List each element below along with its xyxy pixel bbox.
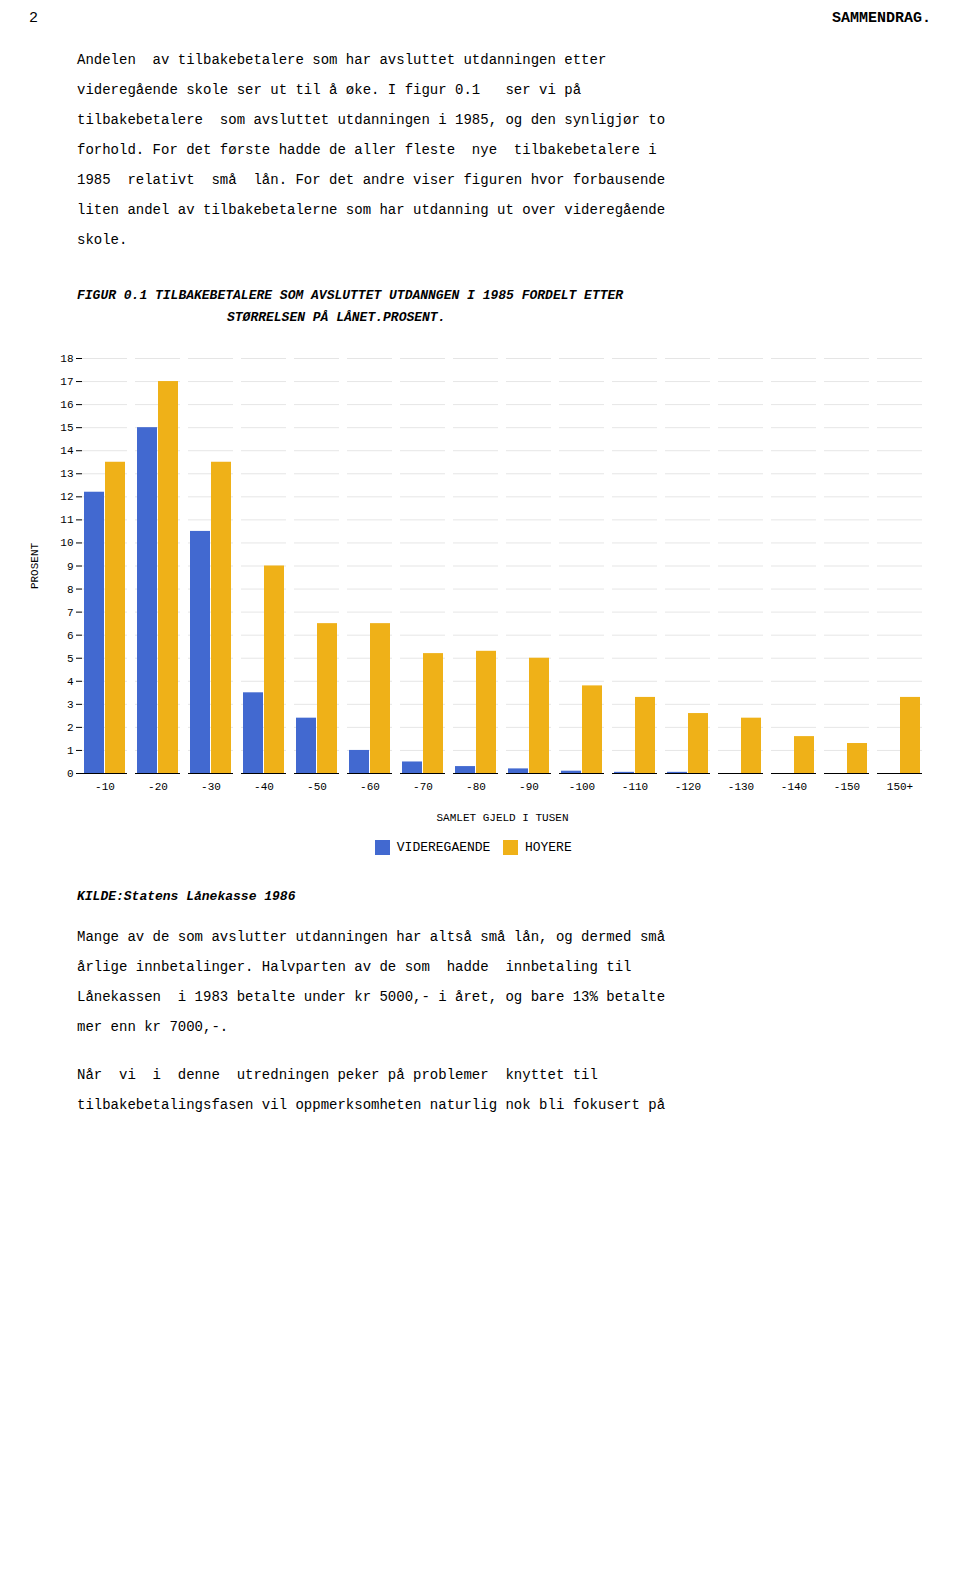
svg-text:16: 16 [60,399,73,411]
svg-text:-50: -50 [307,781,327,793]
svg-text:9: 9 [67,561,74,573]
html-text:1985 relativt små lån. For det: 1985 relativt små lån. For det andre vis… [77,172,666,188]
svg-text:-80: -80 [466,781,486,793]
html-text:liten andel av tilbakebetalern: liten andel av tilbakebetalerne som har … [77,202,666,218]
html-text:2: 2 [29,10,38,27]
svg-text:-20: -20 [148,781,168,793]
svg-text:-10: -10 [95,781,115,793]
html-text:mer enn kr 7000,-.: mer enn kr 7000,-. [77,1018,229,1035]
html-text:Mange av de som avslutter utda: Mange av de som avslutter utdanningen ha… [77,928,666,945]
svg-text:12: 12 [60,491,73,503]
svg-text:-30: -30 [201,781,221,793]
html-text:videregående skole ser ut til: videregående skole ser ut til å øke. I f… [77,82,582,98]
svg-text:1: 1 [67,745,74,757]
html-text:VIDEREGAENDE: VIDEREGAENDE [396,840,491,855]
svg-text:-60: -60 [360,781,380,793]
svg-text:6: 6 [67,630,74,642]
svg-text:-120: -120 [675,781,701,793]
svg-text:2: 2 [67,722,74,734]
svg-text:-150: -150 [834,781,860,793]
html-text:HOYERE: HOYERE [524,840,572,855]
svg-text:PROSENT: PROSENT [29,543,41,590]
svg-text:10: 10 [60,537,73,549]
svg-text:18: 18 [60,353,73,365]
svg-text:-70: -70 [413,781,433,793]
html-text:tilbakebetalere som avsluttet: tilbakebetalere som avsluttet utdanninge… [77,112,666,128]
svg-text:-100: -100 [569,781,595,793]
html-text:Lånekassen i 1983 betalte unde: Lånekassen i 1983 betalte under kr 5000,… [77,988,666,1005]
svg-text:-40: -40 [254,781,274,793]
html-text:SAMMENDRAG.: SAMMENDRAG. [832,10,931,27]
html-text:Når vi i denne utredningen pek: Når vi i denne utredningen peker på prob… [77,1066,598,1083]
html-text:FIGUR 0.1 TILBAKEBETALERE SOM: FIGUR 0.1 TILBAKEBETALERE SOM AVSLUTTET … [77,288,624,303]
svg-text:150+: 150+ [887,781,913,793]
svg-text:5: 5 [67,653,74,665]
html-text:forhold. For det første hadde: forhold. For det første hadde de aller f… [77,142,657,158]
svg-text:11: 11 [60,514,74,526]
svg-text:7: 7 [67,607,74,619]
svg-text:-140: -140 [781,781,807,793]
svg-text:0: 0 [67,768,74,780]
svg-text:8: 8 [67,584,74,596]
html-text:STØRRELSEN PÅ LÅNET.PROSENT.: STØRRELSEN PÅ LÅNET.PROSENT. [227,310,446,325]
html-text:KILDE:Statens Lånekasse 1986: KILDE:Statens Lånekasse 1986 [77,888,296,904]
html-text:årlige innbetalinger. Halvpart: årlige innbetalinger. Halvparten av de s… [77,958,632,975]
svg-text:-130: -130 [728,781,754,793]
svg-text:15: 15 [60,422,73,434]
svg-text:-110: -110 [622,781,648,793]
svg-text:-90: -90 [519,781,539,793]
html-text:tilbakebetalingsfasen vil oppm: tilbakebetalingsfasen vil oppmerksomhete… [77,1096,666,1113]
svg-text:17: 17 [60,376,73,388]
svg-text:SAMLET GJELD I TUSEN: SAMLET GJELD I TUSEN [436,812,568,824]
html-text:Andelen av tilbakebetalere som: Andelen av tilbakebetalere som har avslu… [77,52,607,68]
svg-text:14: 14 [60,445,74,457]
svg-text:3: 3 [67,699,74,711]
svg-text:13: 13 [60,468,73,480]
svg-text:4: 4 [67,676,74,688]
html-text:skole.: skole. [77,232,128,248]
